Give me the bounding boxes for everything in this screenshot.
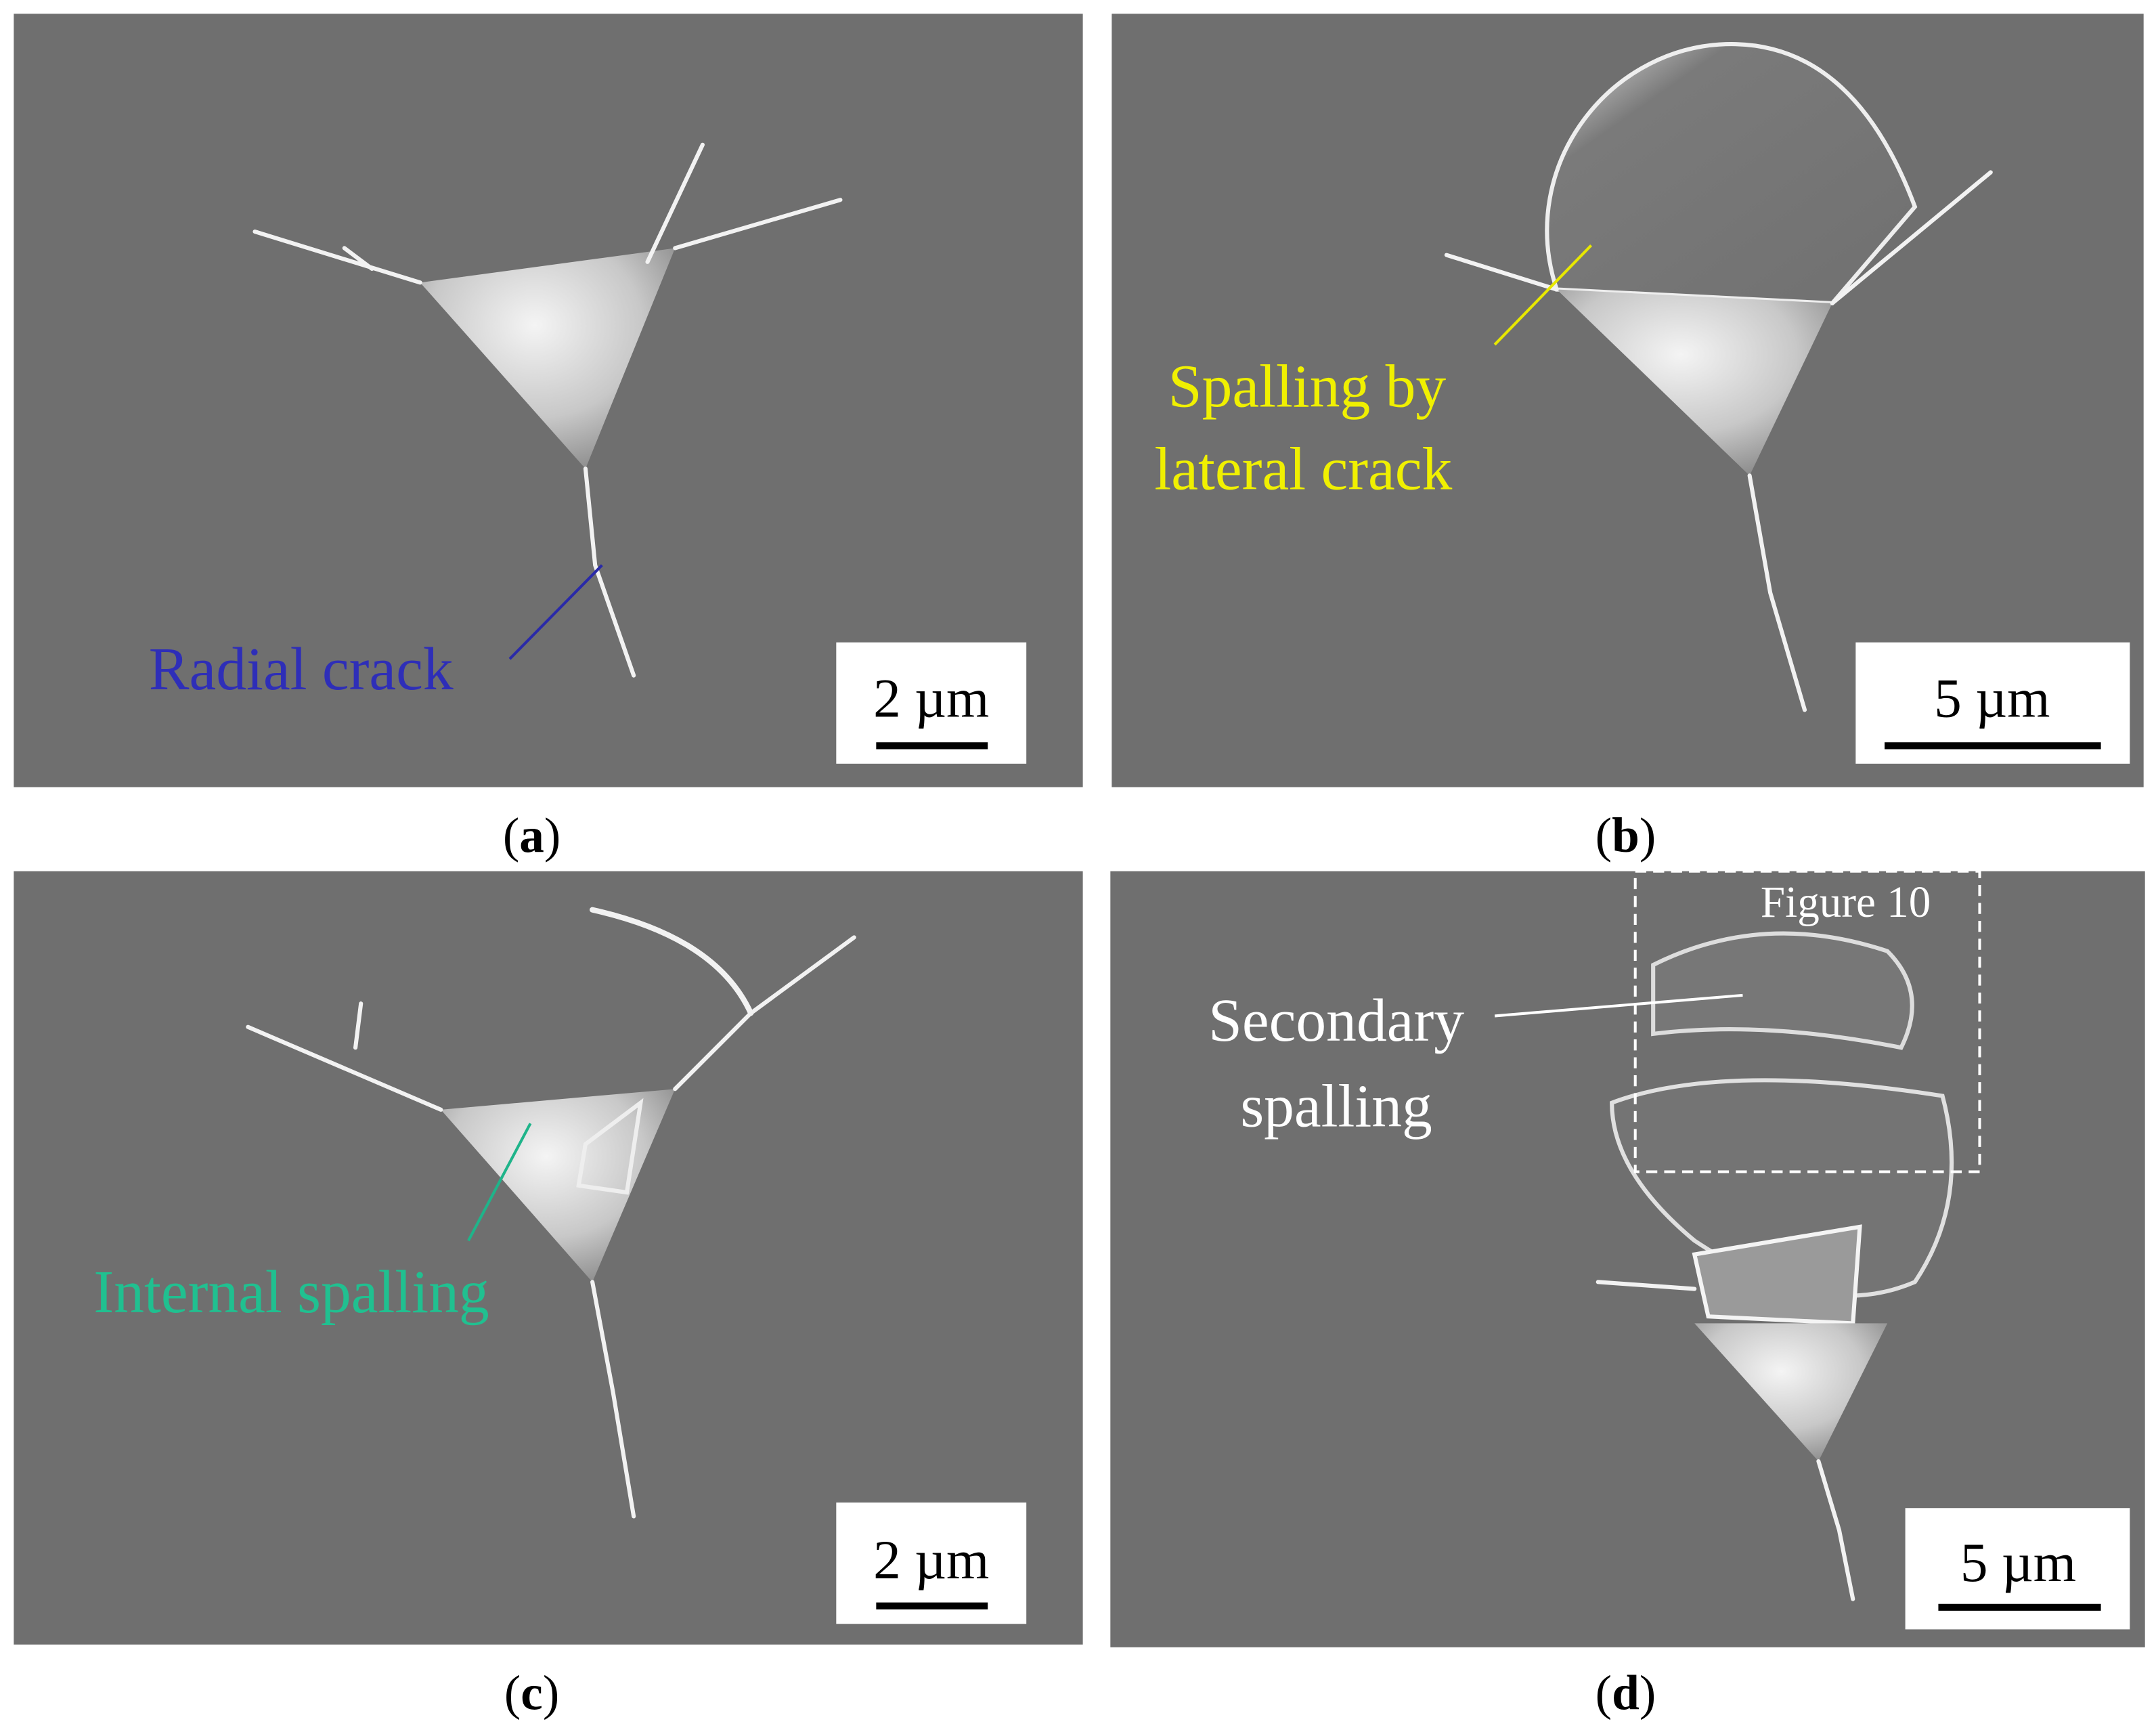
scale-bar-label: 2 µm [873,668,989,729]
indent [252,142,843,678]
panel-a: Radial crack 2 µm (a) [14,14,1083,863]
panel-c: Internal spalling 2 µm (c) [14,871,1083,1720]
annotation: spalling [1240,1073,1432,1140]
inset-label: Figure 10 [1761,878,1931,927]
caption-part: ) [1640,808,1656,863]
caption: (b) [1596,808,1656,863]
scale-bar-label: 5 µm [1960,1532,2076,1593]
caption-part: ( [504,1665,521,1720]
caption-part: ( [1596,808,1612,863]
caption-part: c [521,1665,543,1720]
caption: (d) [1596,1665,1656,1720]
indent [1444,42,1993,712]
caption-part: ( [1596,1665,1612,1720]
scale-bar-label: 5 µm [1934,668,2050,729]
annotation: Radial crack [149,636,454,703]
caption-part: d [1612,1665,1640,1720]
annotation: Internal spalling [93,1259,489,1326]
caption-part: ) [544,808,560,863]
caption: (a) [503,808,560,863]
annotation: lateral crack [1154,436,1452,503]
panel-d: Figure 10 Secondary spalling 5 µm (d) [1110,869,2145,1720]
scale-bar-label: 2 µm [873,1529,989,1591]
caption-part: ) [543,1665,559,1720]
caption: (c) [504,1665,559,1720]
indent [246,907,856,1519]
annotation: Secondary [1208,987,1464,1054]
panel-b: Spalling by lateral crack 5 µm (b) [1112,14,2144,863]
caption-part: b [1612,808,1640,863]
indent [1596,931,1954,1601]
caption-part: a [519,808,544,863]
caption-part: ) [1640,1665,1656,1720]
caption-part: ( [503,808,519,863]
annotation: Spalling by [1168,353,1447,420]
